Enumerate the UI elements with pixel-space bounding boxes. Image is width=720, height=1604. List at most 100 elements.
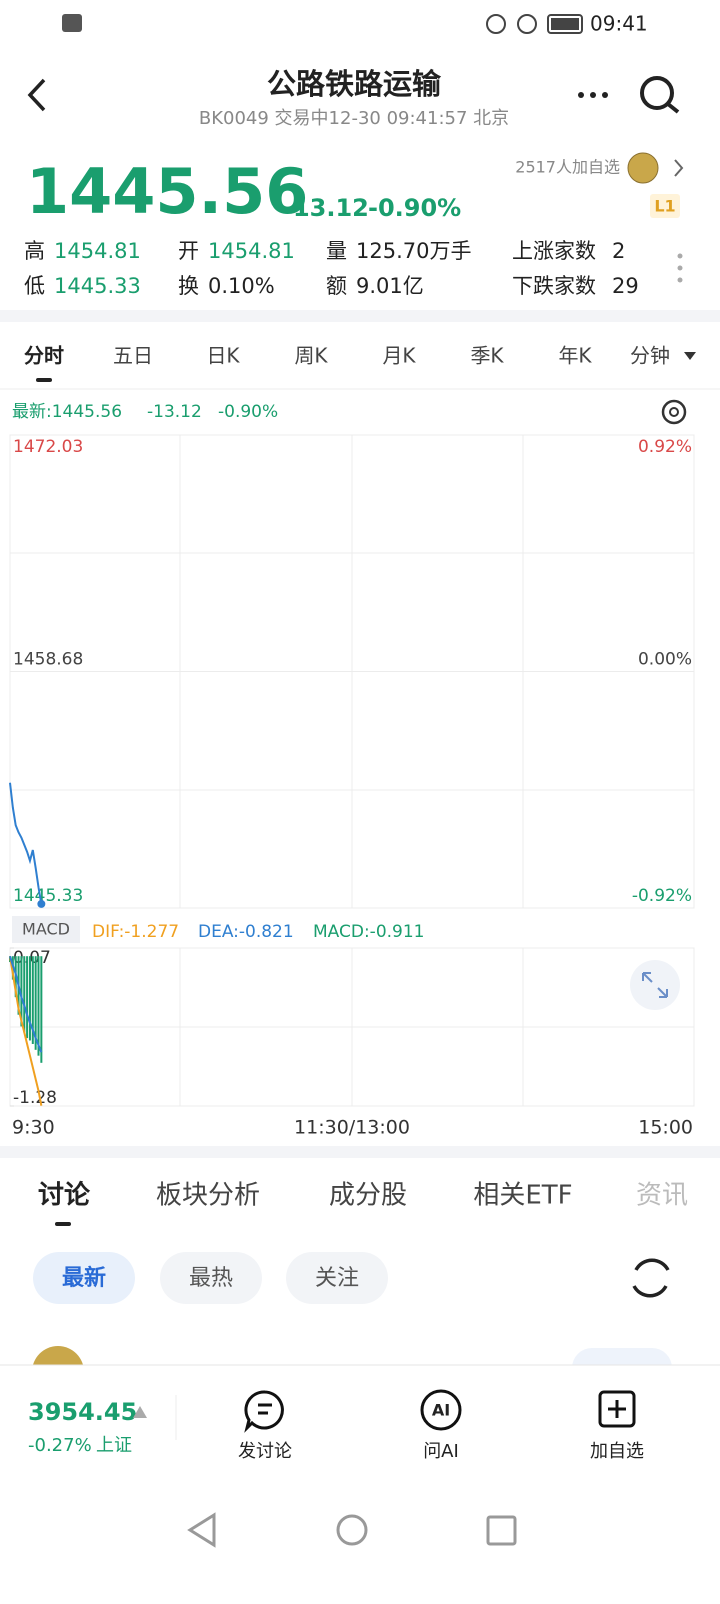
macd-bar [40,956,43,1063]
macd-bar [20,956,23,1027]
status-time: 09:41 [590,12,648,36]
filter-pill[interactable] [33,1252,135,1304]
separator [0,1146,720,1158]
y-tick-label: 1458.68 [13,650,83,670]
x-tick-label: 15:00 [638,1117,693,1139]
macd-bar [37,956,40,1056]
followers: 2517人加自选 [515,158,620,177]
action-label[interactable]: 加自选 [590,1441,644,1462]
content-tabs: 讨论 板块分析 成分股 相关ETF 资讯 [38,1181,688,1211]
stat-value: 1454.81 [208,239,295,263]
dea-label: DEA:-0.821 [198,922,294,942]
macd-bar [28,956,31,1041]
nav-recent[interactable] [486,1515,517,1546]
stat-label: 开 [178,239,199,263]
stat-value: 1445.33 [54,274,141,298]
legend-change: -13.12 [147,402,202,422]
filter-label[interactable]: 最热 [189,1266,233,1291]
period-tab[interactable]: 分时 [24,344,64,368]
price: 1445.56 [26,155,308,228]
dropdown-arrow[interactable] [684,352,696,360]
filter-label[interactable]: 关注 [315,1266,359,1291]
level-badge [650,194,680,218]
x-tick-label: 9:30 [12,1117,55,1139]
period-tab[interactable]: 五日 [113,344,153,368]
level-text: L1 [654,197,675,216]
stat-value: 125.70万手 [356,239,471,263]
stat-label: 高 [24,239,45,263]
ai-icon-text: AI [432,1401,450,1420]
macd-bar [26,956,29,1039]
filters: 最新 最热 关注 [33,1252,388,1304]
index-arrow [133,1406,147,1418]
dif-line [9,956,43,1106]
tab-indicator [36,378,52,382]
filter-label[interactable]: 最新 [62,1265,106,1291]
macd-y-tick-label: -1.28 [13,1088,57,1108]
stat-label: 额 [326,274,347,298]
nav-home[interactable] [336,1514,368,1546]
expand-button[interactable] [630,960,680,1010]
stat-label: 低 [24,274,45,298]
index-change: -0.27% [28,1435,92,1456]
add-icon[interactable] [598,1390,636,1428]
stat-value: 0.10% [208,274,275,298]
dea-line [9,955,43,1053]
period-tab[interactable]: 月K [382,344,416,368]
stat-value: 1454.81 [54,239,141,263]
content-tab[interactable]: 成分股 [329,1181,407,1211]
filter-pill[interactable] [286,1252,388,1304]
y2-tick-label: -0.92% [632,886,692,906]
stats-more[interactable] [677,253,683,283]
discuss-icon[interactable] [244,1390,284,1433]
stat-value: 9.01亿 [356,274,424,298]
more-button[interactable] [578,92,608,98]
action-label[interactable]: 问AI [423,1441,459,1462]
intraday-chart: 1472.03 1458.68 1445.33 0.92% 0.00% -0.92% 9:3… [9,434,695,1139]
index-name: 上证 [96,1435,132,1456]
legend-pct: -0.90% [218,402,278,422]
stats: 高 1454.81 开 1454.81 量 125.70万手 上涨家数 2 低 1445.33 换 0… [24,239,639,298]
tab-indicator [55,1222,71,1226]
period-tab[interactable]: 日K [206,344,240,368]
y-tick-label: 1445.33 [13,886,83,906]
price-line [9,782,43,905]
content-tab[interactable]: 相关ETF [473,1181,572,1211]
price-change: -13.12 [283,194,369,222]
stat-label: 下跌家数 [512,274,596,298]
content-tab[interactable]: 资讯 [636,1181,688,1211]
period-tab[interactable]: 季K [470,344,504,368]
content-tab[interactable]: 板块分析 [156,1181,260,1211]
ai-icon[interactable] [420,1389,462,1431]
chevron[interactable] [674,159,684,177]
back-button[interactable] [27,78,46,112]
page-subtitle: BK0049 交易中12-30 09:41:57 北京 [199,108,509,129]
y2-tick-label: 0.92% [638,437,692,457]
period-tab[interactable]: 分钟 [630,344,670,368]
index-value: 3954.45 [28,1398,137,1426]
macd-title: MACD [22,920,70,939]
content-tab[interactable]: 讨论 [38,1181,91,1211]
macd-bar [23,956,26,1033]
period-tab[interactable]: 周K [294,344,328,368]
refresh-button[interactable] [632,1258,670,1298]
filter-pill[interactable] [160,1252,262,1304]
x-tick-label: 11:30/13:00 [294,1117,410,1139]
settings-button[interactable] [661,399,687,425]
macd-bar [31,956,34,1044]
legend-latest: 最新:1445.56 [12,402,122,422]
action-label[interactable]: 发讨论 [238,1441,292,1462]
period-tab[interactable]: 年K [558,344,592,368]
y-tick-label: 1472.03 [13,437,83,457]
stat-value: 29 [612,274,639,298]
separator [0,310,720,322]
stat-label: 上涨家数 [512,239,596,263]
dif-label: DIF:-1.277 [92,922,179,942]
last-point [37,899,46,908]
period-tabs: 分时 五日 日K 周K 月K 季K 年K 分钟 [24,344,670,368]
price-change-pct: -0.90% [368,194,461,222]
nav-back[interactable] [187,1512,216,1548]
search-button[interactable] [640,76,680,114]
macd-bar [34,956,37,1050]
